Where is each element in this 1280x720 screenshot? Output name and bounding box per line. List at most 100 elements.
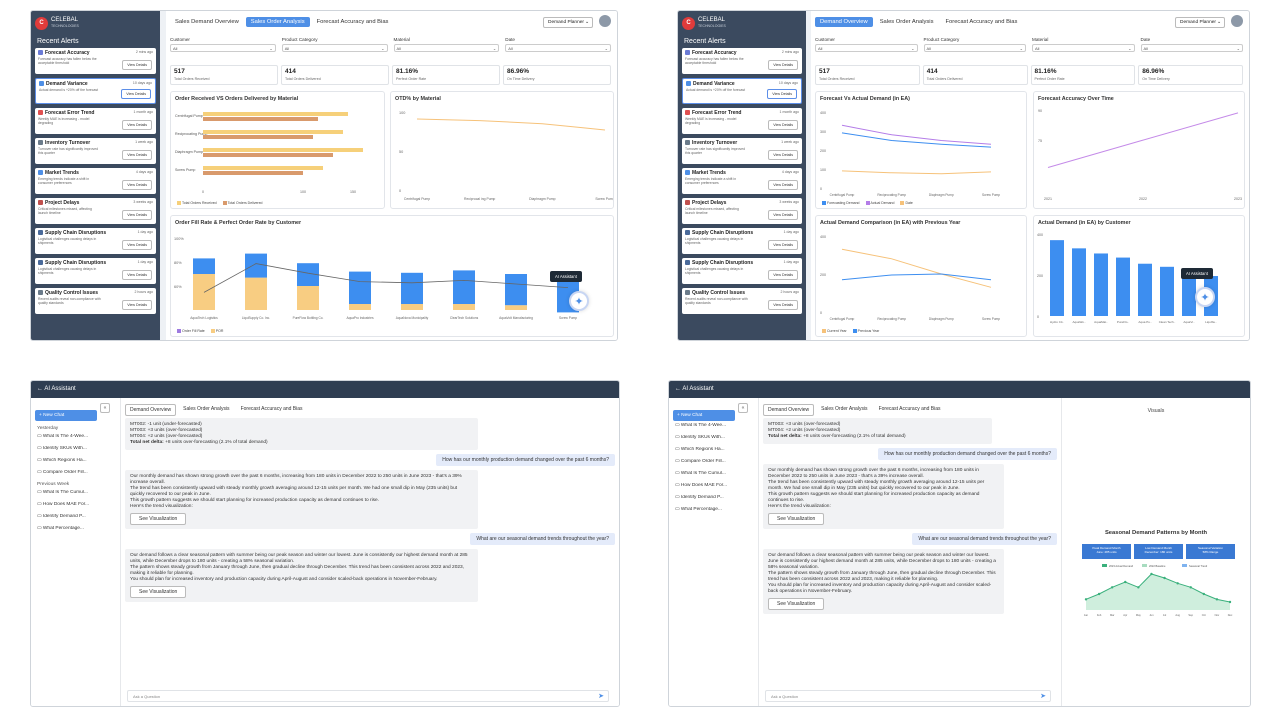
tick-label: 100: [300, 190, 306, 194]
view-details-button[interactable]: View Details: [121, 89, 151, 99]
view-details-button[interactable]: View Details: [122, 150, 152, 160]
back-arrow-icon[interactable]: ←: [37, 386, 43, 392]
chat-history-label: What Is The Cumul...: [42, 490, 88, 495]
alert-title: Market Trends: [685, 170, 799, 176]
chat-messages[interactable]: MT003: +3 units (over-forecasted) MT004:…: [763, 418, 1057, 686]
filter-date-value: All: [1143, 46, 1148, 51]
tab-forecast-accuracy[interactable]: Forecast Accuracy and Bias: [945, 19, 1018, 25]
role-dropdown[interactable]: Demand Planner ⌄: [543, 17, 593, 28]
chat-history-item[interactable]: ▭ Which Regions Ha...: [675, 447, 752, 452]
view-details-button[interactable]: View Details: [768, 300, 798, 310]
alert-card: Forecast Error Trend 1 month ago Weekly MA…: [682, 108, 802, 134]
tab-sales-order-analysis[interactable]: Sales Order Analysis: [245, 17, 310, 27]
view-details-button[interactable]: View Details: [122, 120, 152, 130]
chat-history-item[interactable]: ▭ What Is The Cumul...: [37, 490, 114, 495]
tab-demand-overview[interactable]: Demand Overview: [763, 404, 815, 416]
alert-title: Quality Control Issues: [38, 290, 153, 296]
tab-forecast-accuracy[interactable]: Forecast Accuracy and Bias: [240, 406, 303, 412]
tab-forecast-accuracy[interactable]: Forecast Accuracy and Bias: [878, 406, 941, 412]
tab-sales-demand-overview[interactable]: Sales Demand Overview: [175, 19, 239, 25]
view-details-button[interactable]: View Details: [122, 300, 152, 310]
filter-customer-select[interactable]: All ⌄: [815, 44, 918, 52]
chat-history-item[interactable]: ▭ Identify SKUs With...: [37, 446, 114, 451]
new-chat-button[interactable]: + New Chat: [673, 410, 735, 421]
filter-category-select[interactable]: All ⌄: [923, 44, 1026, 52]
chat-history-item[interactable]: ▭ What Percentage...: [675, 507, 752, 512]
kpi-on-time-delivery: 86.96% On Time Delivery: [503, 65, 611, 85]
view-details-button[interactable]: View Details: [768, 270, 798, 280]
chat-history-item[interactable]: ▭ Identify SKUs With...: [675, 435, 752, 440]
chat-bubble-icon: ▭: [37, 490, 42, 495]
fill-rate-card: Order Fill Rate & Perfect Order Rate by …: [170, 215, 614, 337]
view-details-button[interactable]: View Details: [768, 60, 798, 70]
user-message: What are our seasonal demand trends thro…: [470, 533, 615, 545]
ask-question-input[interactable]: Ask a Question ➤: [127, 690, 609, 702]
tab-sales-order-analysis[interactable]: Sales Order Analysis: [821, 406, 868, 412]
see-visualization-button[interactable]: See Visualization: [768, 513, 825, 525]
tab-demand-overview[interactable]: Demand Overview: [125, 404, 177, 416]
alert-description: Recent audits reveal non-compliance with…: [685, 297, 748, 305]
filter-material-select[interactable]: All ⌄: [393, 44, 500, 52]
chat-history-item[interactable]: ▭ Which Regions Ha...: [37, 458, 114, 463]
view-details-button[interactable]: View Details: [768, 120, 798, 130]
filter-customer-select[interactable]: All ⌄: [170, 44, 276, 52]
alert-description: Emerging trends indicate a shift in cons…: [685, 177, 737, 185]
alert-title: Demand Variance: [39, 81, 152, 87]
view-details-button[interactable]: View Details: [767, 89, 797, 99]
category-label: ClearTech Solutions: [450, 316, 479, 320]
alert-time: 2 hours ago: [134, 290, 154, 294]
ai-assistant-button[interactable]: ✦: [1195, 287, 1215, 307]
send-icon[interactable]: ➤: [1040, 693, 1046, 700]
tab-demand-overview[interactable]: Demand Overview: [815, 17, 873, 27]
view-details-button[interactable]: View Details: [768, 210, 798, 220]
tab-sales-order-analysis[interactable]: Sales Order Analysis: [183, 406, 230, 412]
see-visualization-button[interactable]: See Visualization: [130, 513, 187, 525]
chat-history-item[interactable]: ▭ Compare Order Fill...: [675, 459, 752, 464]
chat-history-item[interactable]: ▭ How Does MAE For...: [37, 502, 114, 507]
view-details-button[interactable]: View Details: [768, 150, 798, 160]
see-visualization-button[interactable]: See Visualization: [768, 598, 825, 610]
filter-date-select[interactable]: All ⌄: [1140, 44, 1243, 52]
kpi-value: 414: [926, 68, 938, 75]
chat-history-item[interactable]: ▭ What Is The 4-Wee...: [675, 423, 752, 428]
tab-sales-order-analysis[interactable]: Sales Order Analysis: [879, 19, 934, 25]
filter-category-select[interactable]: All ⌄: [281, 44, 388, 52]
chat-history-item[interactable]: ▭ Identify Demand P...: [675, 495, 752, 500]
view-details-button[interactable]: View Details: [122, 180, 152, 190]
back-arrow-icon[interactable]: ←: [675, 386, 681, 392]
alert-icon: [685, 170, 690, 176]
data-point: [1163, 576, 1166, 580]
chat-history-item[interactable]: ▭ Compare Order Fill...: [37, 470, 114, 475]
ai-assistant-button[interactable]: ✦: [569, 291, 589, 311]
filter-date-select[interactable]: All ⌄: [505, 44, 611, 52]
bar: [203, 135, 313, 139]
chat-history-item[interactable]: ▭ What Percentage...: [37, 526, 114, 531]
view-details-button[interactable]: View Details: [768, 240, 798, 250]
avatar[interactable]: [599, 15, 611, 27]
avatar[interactable]: [1231, 15, 1243, 27]
list-item: MT004: +2 units (over-forecasted): [130, 434, 203, 439]
bar: [203, 148, 363, 152]
view-details-button[interactable]: View Details: [122, 240, 152, 250]
view-details-button[interactable]: View Details: [122, 60, 152, 70]
chat-history-item[interactable]: ▭ Identify Demand P...: [37, 514, 114, 519]
send-icon[interactable]: ➤: [598, 693, 604, 700]
collapse-sidebar-button[interactable]: «: [738, 403, 748, 413]
role-dropdown[interactable]: Demand Planner ⌄: [1175, 17, 1225, 28]
chat-history-item[interactable]: ▭ What Is The Cumul...: [675, 471, 752, 476]
alert-icon: [38, 230, 43, 236]
new-chat-button[interactable]: + New Chat: [35, 410, 97, 421]
chat-history-item[interactable]: ▭ How Does MAE For...: [675, 483, 752, 488]
chat-messages[interactable]: MT002: -1 unit (under-forecasted) MT003:…: [125, 418, 615, 686]
view-details-button[interactable]: View Details: [122, 210, 152, 220]
brand-sub: TECHNOLOGIES: [698, 24, 726, 28]
collapse-sidebar-button[interactable]: «: [100, 403, 110, 413]
see-visualization-button[interactable]: See Visualization: [130, 586, 187, 598]
view-details-button[interactable]: View Details: [768, 180, 798, 190]
ask-question-input[interactable]: Ask a Question ➤: [765, 690, 1051, 702]
tab-forecast-accuracy[interactable]: Forecast Accuracy and Bias: [316, 19, 389, 25]
chat-title: AI Assistant: [682, 386, 714, 392]
chat-history-item[interactable]: ▭ What Is The 4-Wee...: [37, 434, 114, 439]
view-details-button[interactable]: View Details: [122, 270, 152, 280]
filter-material-select[interactable]: All ⌄: [1032, 44, 1135, 52]
